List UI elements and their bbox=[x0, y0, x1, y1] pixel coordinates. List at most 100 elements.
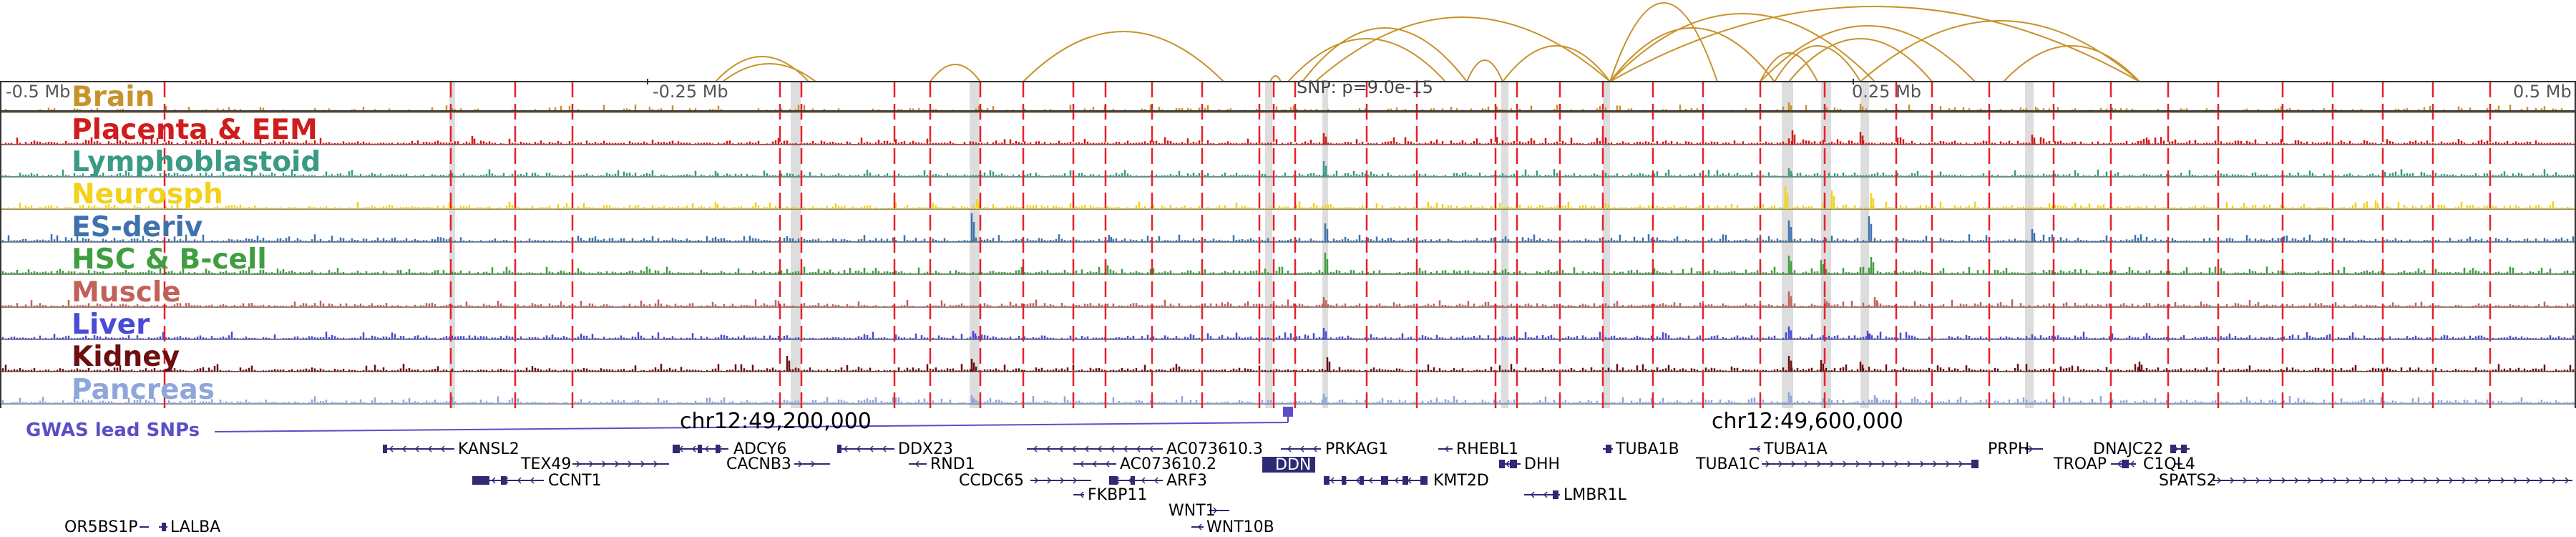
gene-exon bbox=[1606, 445, 1611, 453]
ddn-gene-block[interactable] bbox=[1262, 457, 1315, 473]
gene-exon bbox=[472, 476, 489, 485]
gene-strand-spats2 bbox=[2217, 477, 2570, 484]
gene-strand-cacnb3 bbox=[798, 460, 816, 468]
gene-label-ac0736102[interactable]: AC073610.2 bbox=[1120, 455, 1216, 473]
gene-strand-prkag1 bbox=[1287, 445, 1317, 453]
interaction-arc bbox=[1314, 16, 1611, 82]
gene-label-tuba1a[interactable]: TUBA1A bbox=[1763, 440, 1828, 458]
snp-pvalue-label: SNP: p=9.0e-15 bbox=[1297, 77, 1433, 97]
gene-label-kmt2d[interactable]: KMT2D bbox=[1433, 472, 1489, 490]
gene-exon bbox=[1402, 476, 1408, 485]
gene-label-or5bs1p[interactable]: OR5BS1P bbox=[64, 518, 138, 536]
gene-exon bbox=[1553, 490, 1558, 499]
red-markers bbox=[163, 82, 2492, 408]
gene-label-adcy6[interactable]: ADCY6 bbox=[733, 440, 786, 458]
track-signal bbox=[0, 392, 2575, 404]
track-signal bbox=[0, 356, 2575, 372]
gene-exon bbox=[673, 445, 680, 453]
gene-label-spats2[interactable]: SPATS2 bbox=[2159, 472, 2217, 490]
highlight-column bbox=[1821, 82, 1831, 408]
gene-exon bbox=[1381, 476, 1388, 485]
interaction-arc bbox=[1760, 25, 1976, 82]
gene-label-ddn[interactable]: DDN bbox=[1275, 456, 1311, 474]
highlight-column bbox=[1265, 82, 1272, 408]
gene-label-wnt10b[interactable]: WNT10B bbox=[1206, 518, 1274, 536]
gene-label-troap[interactable]: TROAP bbox=[2053, 455, 2107, 473]
gene-strand-troap bbox=[2117, 460, 2135, 468]
coordinate-label-right: chr12:49,600,000 bbox=[1712, 409, 1903, 434]
gene-label-wnt1[interactable]: WNT1 bbox=[1169, 502, 1216, 520]
gene-exon bbox=[1971, 460, 1979, 468]
gene-label-tuba1c[interactable]: TUBA1C bbox=[1695, 455, 1760, 473]
interaction-arc bbox=[1466, 59, 1503, 82]
scale-mid-right-label: 0.25 Mb bbox=[1852, 82, 1921, 102]
gene-label-dnajc22[interactable]: DNAJC22 bbox=[2093, 440, 2163, 458]
gene-exon bbox=[698, 445, 702, 453]
gene-exon bbox=[501, 476, 507, 485]
gene-strand-lmbr1l bbox=[1530, 491, 1548, 498]
gene-label-lmbr1l[interactable]: LMBR1L bbox=[1563, 486, 1627, 504]
gene-exon bbox=[2181, 445, 2187, 453]
interaction-arc bbox=[715, 56, 809, 82]
gene-label-ac0737103[interactable]: AC073610.3 bbox=[1166, 440, 1263, 458]
coordinate-label-left: chr12:49,200,000 bbox=[680, 409, 872, 434]
interaction-arc bbox=[1302, 27, 1468, 82]
gene-exon bbox=[716, 445, 720, 453]
gene-label-lalba[interactable]: LALBA bbox=[170, 518, 220, 536]
gene-exon bbox=[1510, 460, 1517, 468]
track-signal bbox=[0, 161, 2575, 177]
gene-strand-ddx23 bbox=[843, 445, 887, 453]
track-label-lymphoblastoid: Lymphoblastoid bbox=[72, 146, 321, 178]
gene-strand-wnt10b bbox=[1197, 523, 1202, 531]
gene-exon bbox=[383, 445, 387, 453]
gene-label-dhh[interactable]: DHH bbox=[1524, 455, 1560, 473]
gene-label-prph[interactable]: PRPH bbox=[1988, 440, 2029, 458]
gene-label-cacnb3[interactable]: CACNB3 bbox=[726, 455, 791, 473]
interaction-arc bbox=[1287, 38, 1446, 82]
gene-label-ddx23[interactable]: DDX23 bbox=[898, 440, 953, 458]
interaction-arcs bbox=[715, 2, 2140, 82]
signal-tracks bbox=[0, 102, 2576, 405]
gene-label-arf3[interactable]: ARF3 bbox=[1166, 472, 1207, 490]
gene-strand-wnt1 bbox=[1213, 507, 1218, 514]
gene-label-rnd1[interactable]: RND1 bbox=[930, 455, 975, 473]
interaction-arc bbox=[1609, 2, 1718, 82]
gene-label-fkbp11[interactable]: FKBP11 bbox=[1088, 486, 1147, 504]
track-label-placenta: Placenta & EEM bbox=[72, 114, 318, 146]
track-label-muscle: Muscle bbox=[72, 276, 181, 309]
gene-strand-fkbp11 bbox=[1079, 491, 1084, 498]
gene-label-c1ql4[interactable]: C1QL4 bbox=[2143, 455, 2195, 473]
highlight-column bbox=[1782, 82, 1793, 408]
highlight-columns bbox=[449, 82, 2034, 408]
gene-label-kansl2[interactable]: KANSL2 bbox=[458, 440, 519, 458]
track-label-liver: Liver bbox=[72, 309, 150, 341]
gene-exon bbox=[1342, 476, 1346, 485]
gene-label-tuba1b[interactable]: TUBA1B bbox=[1615, 440, 1679, 458]
track-label-hsc: HSC & B-cell bbox=[72, 243, 267, 276]
gwas-snp-marker[interactable] bbox=[1283, 407, 1293, 417]
gene-strand-dhh bbox=[1505, 460, 1510, 468]
gene-strand-rnd1 bbox=[914, 460, 919, 468]
highlight-column bbox=[1860, 82, 1869, 408]
gene-label-ccdc65[interactable]: CCDC65 bbox=[959, 472, 1024, 490]
gwas-lead-snps-label: GWAS lead SNPs bbox=[26, 420, 200, 441]
gene-exon bbox=[2122, 460, 2129, 468]
track-label-kidney: Kidney bbox=[72, 341, 180, 373]
gene-label-ccnt1[interactable]: CCNT1 bbox=[548, 472, 602, 490]
highlight-column bbox=[1501, 82, 1508, 408]
gene-label-tex49[interactable]: TEX49 bbox=[520, 455, 571, 473]
gene-exon bbox=[837, 445, 841, 453]
track-label-es-deriv: ES-deriv bbox=[72, 211, 203, 243]
track-signal bbox=[0, 291, 2575, 307]
interaction-arc bbox=[1788, 38, 1933, 82]
gene-label-rhebl1[interactable]: RHEBL1 bbox=[1456, 440, 1518, 458]
gene-label-prkag1[interactable]: PRKAG1 bbox=[1325, 440, 1388, 458]
interaction-arc bbox=[1774, 45, 1861, 82]
highlight-column bbox=[970, 82, 980, 408]
track-signal bbox=[0, 253, 2575, 274]
track-signal bbox=[0, 326, 2575, 339]
gene-strand-prph bbox=[2029, 445, 2034, 453]
gwas-connector-line bbox=[214, 422, 1289, 432]
gene-strand-tuba1a bbox=[1755, 445, 1760, 453]
